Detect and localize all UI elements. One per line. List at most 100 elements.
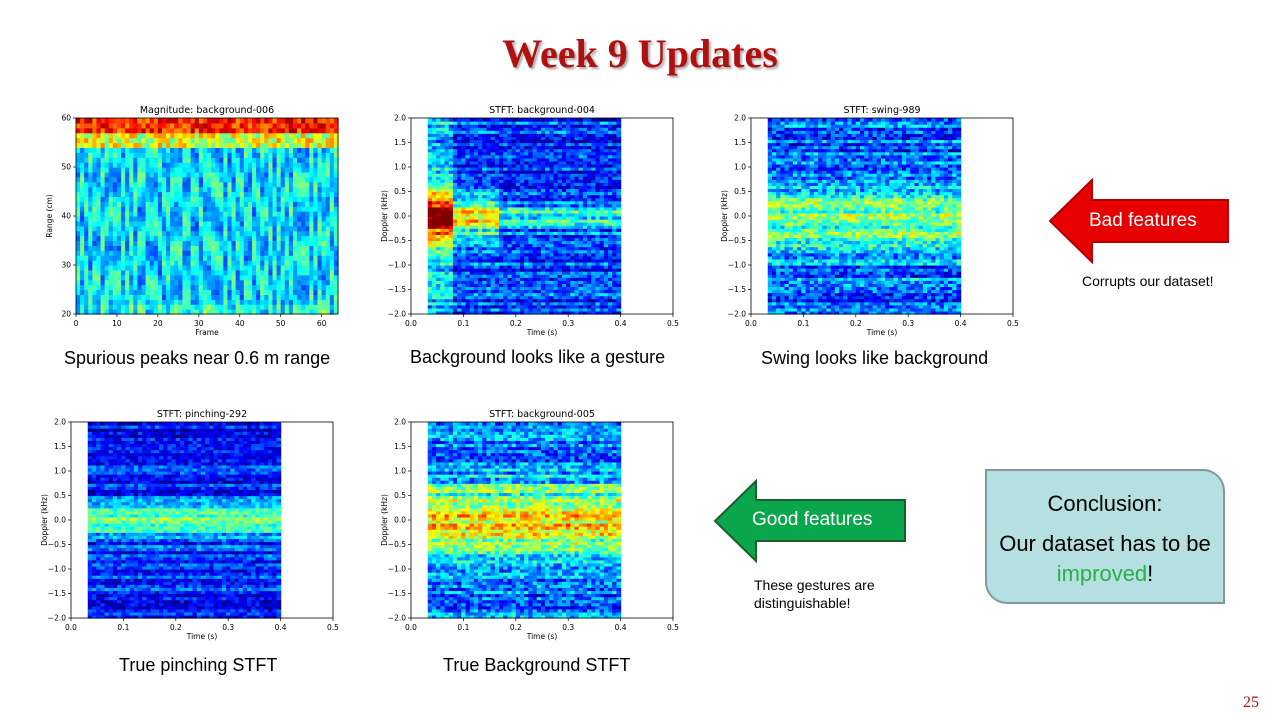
heatmap-cell xyxy=(145,186,151,193)
heatmap-cell xyxy=(461,127,467,131)
heatmap-cell xyxy=(211,289,216,295)
heatmap-cell xyxy=(170,265,175,271)
heatmap-cell xyxy=(503,286,509,291)
heatmap-cell xyxy=(507,176,513,180)
heatmap-cell xyxy=(465,124,471,128)
heatmap-cell xyxy=(536,124,542,128)
heatmap-cell xyxy=(570,240,576,245)
heatmap-cell xyxy=(157,250,163,256)
heatmap-cell xyxy=(108,220,114,227)
heatmap-cell xyxy=(276,181,282,188)
heatmap-cell xyxy=(92,304,98,310)
heatmap-cell xyxy=(457,292,462,297)
x-tick-label: 30 xyxy=(194,319,204,328)
heatmap-cell xyxy=(515,265,521,269)
heatmap-cell xyxy=(256,137,261,144)
heatmap-cell xyxy=(494,151,500,156)
heatmap-cell xyxy=(157,162,163,168)
heatmap-cell xyxy=(190,220,196,227)
heatmap-cell xyxy=(482,277,488,281)
heatmap-cell xyxy=(457,167,462,171)
heatmap-cell xyxy=(194,260,200,266)
heatmap-cell xyxy=(161,220,167,227)
heatmap-cell xyxy=(566,246,571,251)
heatmap-cell xyxy=(440,154,446,159)
heatmap-cell xyxy=(511,265,517,269)
heatmap-cell xyxy=(129,304,134,310)
heatmap-cell xyxy=(219,240,224,246)
heatmap-cell xyxy=(108,186,114,193)
heatmap-cell xyxy=(515,148,521,153)
heatmap-cell xyxy=(448,209,454,214)
heatmap-cell xyxy=(133,240,139,246)
heatmap-cell xyxy=(125,294,130,300)
heatmap-cell xyxy=(499,188,504,193)
heatmap-cell xyxy=(515,157,521,162)
heatmap-cell xyxy=(557,304,563,309)
heatmap-cell xyxy=(268,235,274,242)
heatmap-cell xyxy=(545,292,550,297)
heatmap-cell xyxy=(256,304,261,310)
heatmap-cell xyxy=(84,132,89,139)
heatmap-cell xyxy=(465,197,471,202)
heatmap-cell xyxy=(133,191,139,197)
heatmap-cell xyxy=(243,309,249,315)
heatmap-cell xyxy=(540,197,546,202)
heatmap-cell xyxy=(540,292,546,297)
heatmap-cell xyxy=(202,245,208,251)
heatmap-cell xyxy=(499,228,504,232)
heatmap-cell xyxy=(440,222,446,226)
heatmap-cell xyxy=(528,206,534,211)
heatmap-cell xyxy=(112,211,118,217)
heatmap-cell xyxy=(80,225,85,232)
heatmap-cell xyxy=(528,252,534,257)
heatmap-cell xyxy=(301,191,306,197)
heatmap-cell xyxy=(578,130,584,134)
heatmap-cell xyxy=(133,269,139,276)
heatmap-cell xyxy=(436,289,441,294)
heatmap-cell xyxy=(161,137,167,144)
heatmap-cell xyxy=(247,304,253,310)
heatmap-cell xyxy=(494,240,500,245)
heatmap-cell xyxy=(268,309,274,315)
heatmap-cell xyxy=(137,260,143,266)
heatmap-cell xyxy=(84,279,89,286)
heatmap-cell xyxy=(431,268,437,272)
heatmap-cell xyxy=(486,255,492,260)
heatmap-cell xyxy=(499,121,504,125)
heatmap-cell xyxy=(427,173,433,177)
heatmap-cell xyxy=(194,206,200,212)
heatmap-cell xyxy=(524,240,529,245)
heatmap-cell xyxy=(553,124,559,128)
heatmap-cell xyxy=(121,211,126,217)
heatmap-cell xyxy=(452,157,458,162)
heatmap-cell xyxy=(582,307,588,312)
heatmap-cell xyxy=(252,132,257,139)
heatmap-cell xyxy=(186,299,192,305)
heatmap-cell xyxy=(486,167,492,171)
heatmap-cell xyxy=(499,206,504,211)
heatmap-cell xyxy=(499,148,504,153)
heatmap-cell xyxy=(507,170,513,174)
heatmap-cell xyxy=(519,179,525,183)
heatmap-cell xyxy=(166,284,171,291)
heatmap-cell xyxy=(482,283,488,288)
heatmap-cell xyxy=(112,157,118,163)
heatmap-cell xyxy=(280,279,286,286)
heatmap-cell xyxy=(80,176,85,183)
heatmap-cell xyxy=(276,127,282,134)
heatmap-cell xyxy=(243,186,249,193)
heatmap-cell xyxy=(561,219,567,223)
heatmap-cell xyxy=(494,200,500,205)
heatmap-cell xyxy=(482,121,488,125)
heatmap-cell xyxy=(325,284,331,291)
heatmap-cell xyxy=(482,289,488,294)
heatmap-cell xyxy=(149,299,155,305)
heatmap-cell xyxy=(92,220,98,227)
heatmap-cell xyxy=(223,157,229,163)
heatmap-cell xyxy=(149,260,155,266)
heatmap-cell xyxy=(574,170,580,174)
heatmap-cell xyxy=(490,179,496,183)
heatmap-cell xyxy=(297,245,302,251)
heatmap-cell xyxy=(292,127,298,134)
